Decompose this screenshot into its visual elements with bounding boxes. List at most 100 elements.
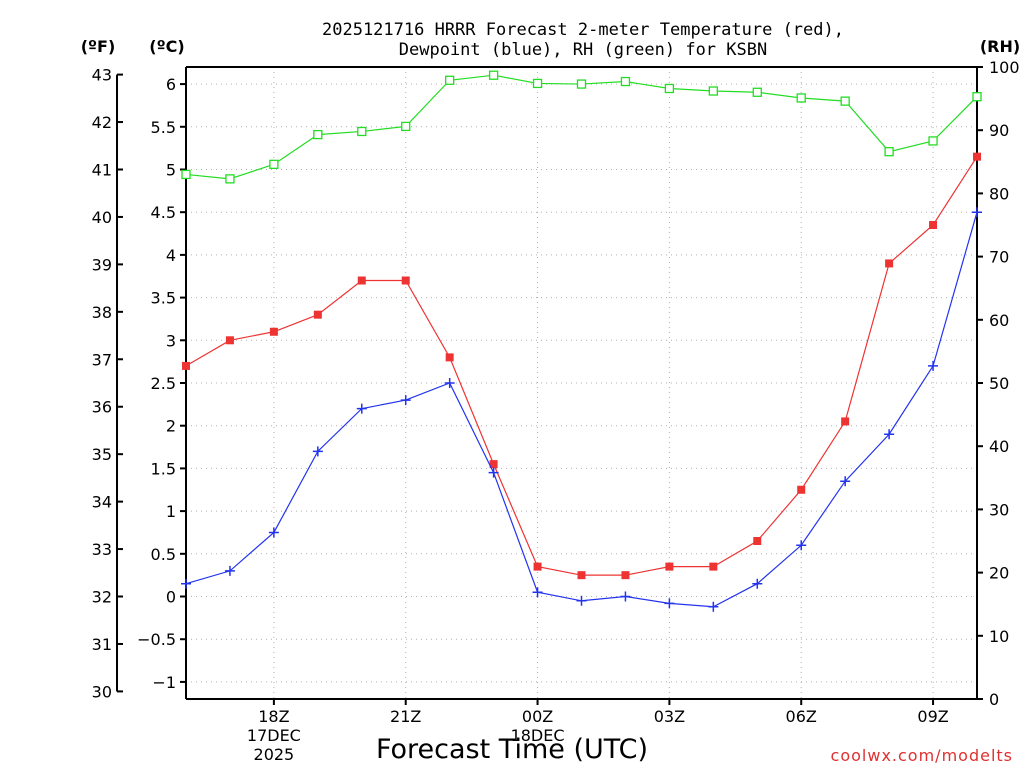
dewpoint-point (884, 429, 895, 440)
dewpoint-point (400, 395, 411, 406)
temperature-point (753, 537, 762, 545)
celsius-tick-label: 3 (166, 331, 176, 350)
temperature-point (533, 562, 542, 571)
temperature-point (577, 571, 586, 580)
rh-point (269, 159, 279, 169)
rh-point (796, 93, 806, 103)
fahrenheit-tick-label: 37 (92, 350, 112, 369)
rh-point (181, 169, 191, 180)
temperature-point (225, 336, 234, 345)
temperature-point (841, 417, 850, 426)
dewpoint-point (444, 378, 455, 388)
rh-tick-label: 40 (989, 437, 1009, 456)
fahrenheit-tick-label: 32 (92, 588, 112, 607)
chart-title-line-1: 2025121716 HRRR Forecast 2-meter Tempera… (322, 20, 844, 40)
dewpoint-point (532, 587, 543, 598)
temperature-point (929, 221, 938, 229)
celsius-tick-label: 1.5 (151, 459, 176, 478)
dewpoint-point (488, 467, 499, 478)
dewpoint-point (796, 540, 807, 551)
celsius-tick-label: 4 (166, 246, 176, 265)
fahrenheit-tick-label: 42 (92, 113, 112, 132)
celsius-tick-label: 6 (166, 75, 176, 94)
dewpoint-line (185, 212, 978, 608)
rh-tick-label: 20 (989, 564, 1009, 583)
dewpoint-point (312, 446, 323, 457)
x-date-label: 18DEC (511, 726, 565, 745)
x-tick-label: 09Z (917, 707, 948, 726)
celsius-tick-label: 0.5 (151, 545, 176, 564)
temperature-point (709, 562, 718, 571)
celsius-tick-label: −0.5 (137, 630, 176, 649)
dewpoint-point (181, 578, 191, 589)
dewpoint-point (664, 598, 675, 609)
celsius-tick-label: 1 (166, 502, 176, 521)
x-axis-title: Forecast Time (UTC) (376, 734, 648, 765)
rh-tick-label: 0 (989, 690, 999, 709)
temperature-point (269, 327, 278, 336)
dewpoint-point (356, 403, 367, 414)
fahrenheit-tick-label: 43 (92, 66, 112, 85)
temperature-point (401, 276, 410, 285)
fahrenheit-unit-label: (ºF) (81, 37, 116, 56)
rh-point (664, 83, 675, 94)
dewpoint-point (928, 360, 939, 371)
rh-point (445, 75, 455, 85)
x-tick-label: 03Z (654, 707, 685, 726)
fahrenheit-tick-label: 33 (92, 540, 112, 559)
temperature-point (621, 571, 630, 580)
rh-tick-label: 80 (989, 184, 1009, 203)
rh-point (620, 76, 631, 87)
celsius-tick-label: 4.5 (151, 203, 176, 222)
rh-unit-label: (RH) (980, 37, 1020, 56)
rh-point (488, 70, 499, 80)
x-tick-label: 21Z (390, 707, 421, 726)
chart-title: 2025121716 HRRR Forecast 2-meter Tempera… (322, 20, 844, 60)
celsius-tick-label: 3.5 (151, 289, 176, 308)
x-tick-label: 18Z (258, 707, 289, 726)
rh-point (576, 79, 587, 89)
rh-tick-label: 30 (989, 500, 1009, 519)
rh-point (225, 174, 235, 184)
fahrenheit-tick-label: 39 (92, 255, 112, 274)
celsius-tick-label: −1 (152, 673, 176, 692)
rh-point (752, 87, 762, 97)
celsius-tick-label: 0 (166, 588, 176, 607)
rh-point (840, 96, 850, 106)
celsius-tick-label: 2.5 (151, 374, 176, 393)
fahrenheit-tick-label: 35 (92, 445, 112, 464)
temperature-point (885, 259, 894, 268)
series (181, 70, 982, 612)
x-date-label: 2025 (254, 745, 295, 764)
rh-tick-label: 10 (989, 627, 1009, 646)
rh-point (357, 126, 367, 137)
celsius-tick-label: 5.5 (151, 118, 176, 137)
rh-tick-label: 100 (989, 58, 1020, 77)
celsius-unit-label: (ºC) (149, 37, 184, 56)
fahrenheit-tick-label: 36 (92, 398, 112, 417)
credit-text: coolwx.com/modelts (831, 746, 1013, 765)
dewpoint-point (224, 565, 235, 576)
axes (116, 66, 983, 705)
x-date-label: 17DEC (247, 726, 301, 745)
temperature-point (445, 353, 454, 362)
temperature-point (357, 276, 366, 285)
celsius-tick-label: 5 (166, 160, 176, 179)
dewpoint-point (972, 207, 982, 218)
temperature-line (185, 156, 978, 576)
chart-title-line-2: Dewpoint (blue), RH (green) for KSBN (399, 40, 767, 60)
fahrenheit-tick-label: 38 (92, 303, 112, 322)
tick-labels: 65.554.543.532.521.510.50−0.5−118Z17DEC2… (92, 58, 1020, 764)
fahrenheit-tick-label: 31 (92, 635, 112, 654)
rh-point (313, 129, 323, 140)
rh-tick-label: 90 (989, 121, 1009, 140)
x-tick-label: 00Z (522, 707, 553, 726)
rh-tick-label: 50 (989, 374, 1009, 393)
fahrenheit-tick-label: 40 (92, 208, 112, 227)
fahrenheit-tick-label: 41 (92, 160, 112, 179)
dewpoint-point (576, 595, 587, 606)
dewpoint-point (752, 578, 763, 589)
temperature-point (313, 310, 322, 319)
temperature-point (797, 485, 806, 494)
